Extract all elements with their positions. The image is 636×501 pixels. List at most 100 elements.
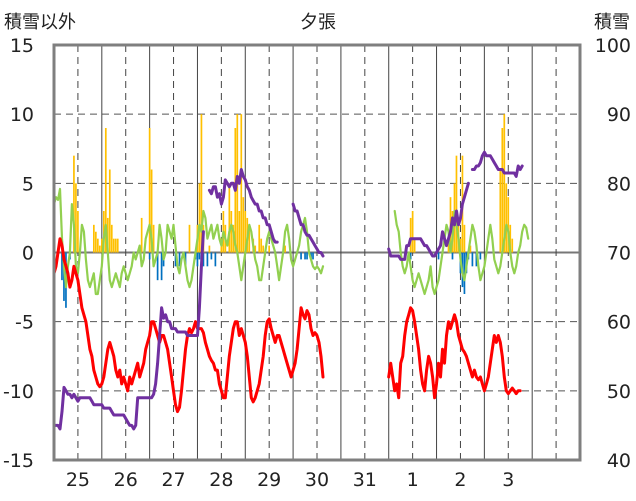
precipitation-bar [459,238,462,253]
right-tick-label: 90 [607,104,631,126]
snow_change-bar [479,252,482,260]
day-label: 1 [407,469,419,491]
snow_depth-line [207,168,279,244]
line-series [52,150,530,431]
day-label: 28 [209,469,233,491]
precipitation-bar [242,197,245,253]
precipitation-bar [77,211,79,253]
day-label: 2 [454,469,466,491]
precipitation-bar [244,211,247,253]
snow_change-bar [300,252,302,260]
snow_depth-line [291,202,325,258]
temperature-line [387,306,522,400]
precipitation-bar [150,169,153,253]
precipitation-bar [208,245,211,253]
precipitation-bar [140,217,143,253]
precipitation-bar [152,224,155,253]
precipitation-bar [200,114,203,253]
right-tick-label: 70 [607,243,631,265]
snow_change-bar [61,252,63,281]
temperature-line [52,237,325,414]
precipitation-bar [505,183,508,253]
right-tick-label: 100 [595,35,631,57]
day-label: 29 [257,469,281,491]
precipitation-bar [198,183,201,253]
precipitation-bar [110,224,113,253]
precipitation-bar [499,169,502,253]
precipitation-bar [148,128,151,253]
day-labels: 25 26 27 28 29 30 31 1 2 3 [66,469,515,491]
precipitation-bar [106,217,109,253]
precipitation-bar [258,224,261,253]
precipitation-bar [230,211,233,253]
snow_change-bar [409,252,412,260]
precipitation-bar [248,224,251,253]
day-label: 30 [305,469,329,491]
snow_change-bar [210,252,213,260]
snow_change-bar [174,252,177,267]
precipitation-bar [503,114,506,253]
precipitation-bar [254,245,257,253]
precipitation-bar [511,238,514,253]
precipitation-bar [447,238,450,253]
snow_change-bar [437,252,440,260]
precipitation-bar [114,238,117,253]
snow_change-bar [196,252,199,267]
snow_change-bar [202,252,205,267]
precipitation-bar [100,238,103,253]
right-axis-label: 積雪 [594,12,630,33]
precipitation-bar [188,224,191,253]
day-label: 3 [502,469,514,491]
precipitation-bar [240,114,243,253]
precipitation-bar [455,155,458,253]
precipitation-bar [463,224,466,253]
precipitation-bar [94,231,97,253]
left-tick-label: -10 [3,381,34,403]
precipitation-bar [108,169,111,253]
snow_change-bar [214,252,217,267]
snow_change-bar [312,252,314,260]
snow_change-bar [475,252,478,267]
snow_change-bar [156,252,159,281]
right-tick-label: 50 [607,381,631,403]
precipitation-bar [116,238,119,253]
snow_depth-line [387,181,470,261]
day-label: 26 [114,469,138,491]
left-tick-label: 5 [22,173,34,195]
other-line [393,209,530,296]
right-tick-label: 60 [607,312,631,334]
plot-frame [52,43,582,462]
precipitation-bar [93,224,95,253]
precipitation-bar [262,245,265,253]
snow_change-bar [451,252,454,260]
snow_depth-line [52,230,205,431]
precipitation-bar [268,245,271,253]
right-tick-labels: 40 50 60 70 80 90 100 [595,35,631,472]
precipitation-bar [413,238,416,253]
precipitation-bar [228,183,231,253]
precipitation-bar [409,217,412,253]
day-label: 31 [353,469,377,491]
right-tick-label: 40 [607,450,631,472]
precipitation-bar [411,211,414,253]
day-label: 27 [161,469,185,491]
precipitation-bar [507,197,510,253]
snow_change-bar [198,252,201,260]
snow_change-bar [206,252,209,267]
left-axis-label: 積雪以外 [4,12,76,33]
precipitation-bar [238,211,241,253]
precipitation-bar [73,155,75,253]
left-tick-label: 0 [22,243,34,265]
snow_change-bar [306,252,308,260]
right-tick-label: 80 [607,173,631,195]
precipitation-bar [501,128,504,253]
day-label: 25 [66,469,90,491]
precipitation-bar [98,245,101,253]
precipitation-bar [96,238,99,253]
snow_depth-line [470,150,524,178]
precipitation-bar [469,245,472,253]
snow_change-bar [471,252,474,267]
left-tick-label: -5 [15,312,34,334]
left-tick-label: 15 [10,35,34,57]
snow_change-bar [160,252,163,281]
